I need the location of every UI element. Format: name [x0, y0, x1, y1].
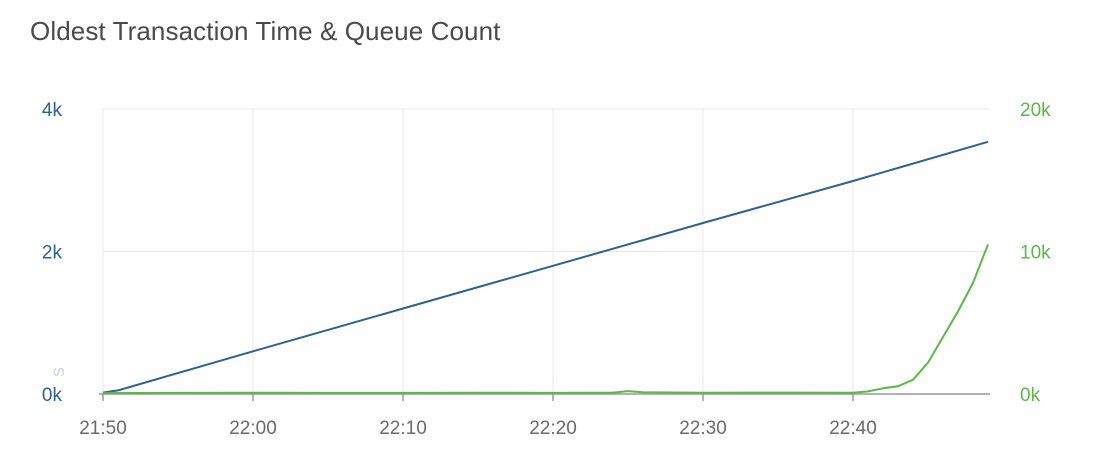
x-tick-label: 22:00	[229, 418, 277, 439]
oldest-transaction-line	[102, 140, 989, 394]
axes	[99, 393, 990, 401]
x-tick-label: 22:30	[679, 418, 727, 439]
queue-count-line	[102, 244, 989, 395]
y-tick-label: 2k	[42, 243, 63, 264]
x-tick-label: 22:40	[829, 418, 877, 439]
x-tick-label: 22:10	[379, 418, 427, 439]
x-tick-label: 22:20	[529, 418, 577, 439]
chart-title: Oldest Transaction Time & Queue Count	[30, 16, 501, 46]
y2-tick-label: 20k	[1020, 100, 1051, 121]
tick-labels: 0k 2k 4k 0k 10k 20k s 21:50 22:00 22:10 22:20 22:30…	[42, 100, 1051, 439]
y2-tick-label: 10k	[1020, 243, 1051, 264]
x-tick-label: 21:50	[79, 418, 127, 439]
y-axis-label: s	[48, 367, 69, 377]
series-lines	[102, 140, 989, 395]
grid-lines	[102, 108, 990, 394]
y-tick-label: 0k	[42, 385, 63, 406]
y2-tick-label: 0k	[1020, 385, 1041, 406]
y-tick-label: 4k	[42, 100, 63, 121]
